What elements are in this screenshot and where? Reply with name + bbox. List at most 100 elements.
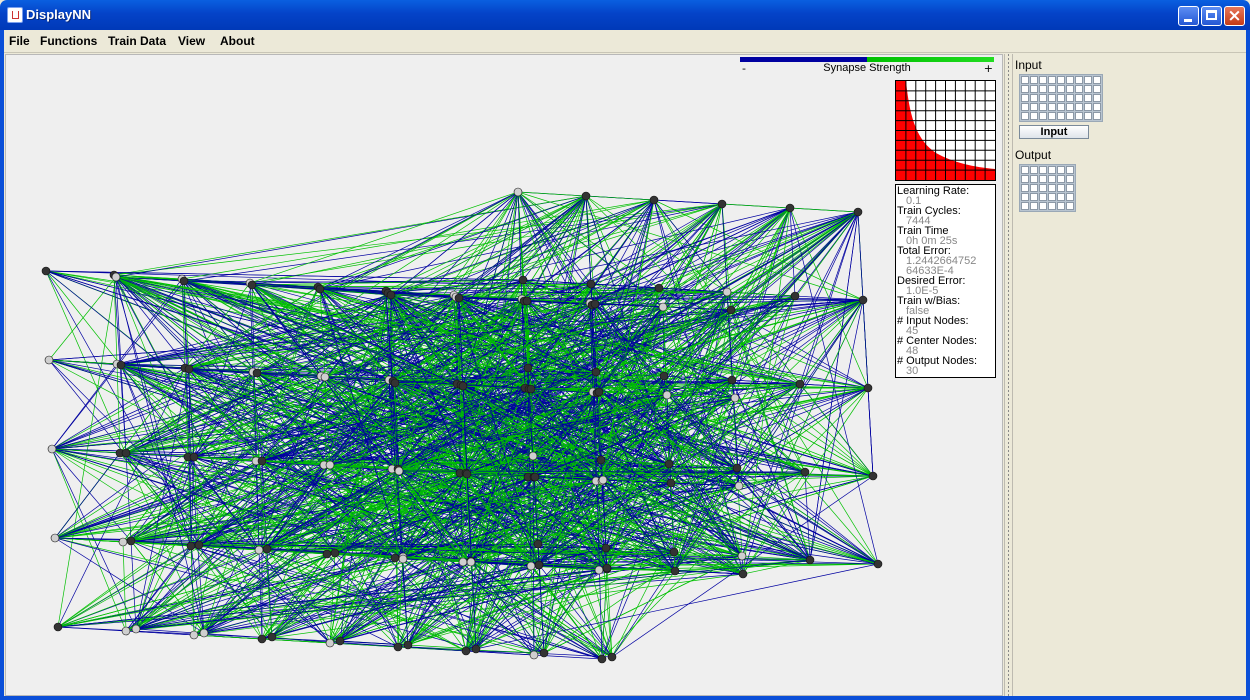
network-visualization[interactable] [6,55,1002,695]
grid-cell [1066,166,1074,174]
grid-cell[interactable] [1021,94,1029,102]
io-side-panel: Input Input Output [1014,54,1246,696]
grid-cell[interactable] [1093,103,1101,111]
grid-cell[interactable] [1093,112,1101,120]
input-pattern-grid[interactable] [1019,74,1103,122]
grid-cell[interactable] [1093,76,1101,84]
grid-cell[interactable] [1048,85,1056,93]
grid-cell [1066,202,1074,210]
stat-label: Train Cycles: [897,205,961,217]
grid-cell[interactable] [1075,112,1083,120]
grid-cell [1021,202,1029,210]
window-frame-left [0,30,4,700]
grid-cell[interactable] [1048,103,1056,111]
split-pane-divider[interactable] [1004,54,1013,696]
synapse-strength-legend: - Synapse Strength + [740,57,994,75]
grid-cell [1039,175,1047,183]
close-button[interactable]: × [1224,6,1245,26]
grid-cell[interactable] [1075,85,1083,93]
grid-cell[interactable] [1057,76,1065,84]
maximize-icon [1206,10,1217,20]
grid-cell [1021,175,1029,183]
grid-cell [1057,166,1065,174]
stat-label: # Input Nodes: [897,315,969,327]
window-frame-bottom [0,696,1250,700]
title-bar: DisplayNN × [0,0,1250,30]
grid-cell [1066,175,1074,183]
grid-cell[interactable] [1021,112,1029,120]
grid-cell[interactable] [1048,94,1056,102]
grid-cell[interactable] [1039,103,1047,111]
menu-train-data[interactable]: Train Data [108,34,167,48]
grid-cell [1030,166,1038,174]
close-icon: × [1227,6,1242,26]
grid-cell[interactable] [1057,103,1065,111]
grid-cell [1030,193,1038,201]
grid-cell [1057,175,1065,183]
java-cup-icon[interactable] [7,7,23,23]
grid-cell[interactable] [1039,76,1047,84]
grid-cell[interactable] [1093,94,1101,102]
menu-bar: File Functions Train Data View About [4,30,1246,53]
network-canvas[interactable]: - Synapse Strength + Learning Rate: 0.1 Tr… [5,54,1003,696]
grid-cell[interactable] [1066,94,1074,102]
grid-cell [1048,175,1056,183]
grid-cell [1057,184,1065,192]
grid-cell[interactable] [1057,112,1065,120]
stat-label: Learning Rate: [897,185,970,197]
grid-cell[interactable] [1039,112,1047,120]
menu-about[interactable]: About [220,34,255,48]
grid-cell[interactable] [1057,85,1065,93]
grid-cell[interactable] [1093,85,1101,93]
stat-label: # Center Nodes: [897,335,978,347]
grid-cell [1039,202,1047,210]
stat-value: 0.1 [906,195,922,207]
error-graph [895,80,996,181]
grid-cell[interactable] [1084,112,1092,120]
stat-label: Train Time [897,225,949,237]
error-curve [896,81,995,180]
minimize-button[interactable] [1178,6,1199,26]
legend-max-symbol: + [983,62,993,75]
grid-cell[interactable] [1084,76,1092,84]
menu-file[interactable]: File [9,34,30,48]
divider-grip[interactable] [1008,54,1009,696]
grid-cell[interactable] [1084,103,1092,111]
grid-cell[interactable] [1030,103,1038,111]
grid-cell [1057,193,1065,201]
grid-cell[interactable] [1084,85,1092,93]
stat-value: 1.0E-5 [906,285,939,297]
grid-cell[interactable] [1030,76,1038,84]
grid-cell[interactable] [1084,94,1092,102]
menu-functions[interactable]: Functions [40,34,98,48]
grid-cell[interactable] [1021,103,1029,111]
grid-cell[interactable] [1048,112,1056,120]
grid-cell[interactable] [1021,85,1029,93]
output-pattern-grid [1019,164,1076,212]
menu-view[interactable]: View [178,34,206,48]
grid-cell[interactable] [1075,103,1083,111]
grid-cell[interactable] [1066,103,1074,111]
grid-cell[interactable] [1075,76,1083,84]
grid-cell[interactable] [1057,94,1065,102]
synapse-color-scale [740,57,994,62]
stat-label: Desired Error: [897,275,966,287]
grid-cell [1066,193,1074,201]
grid-cell[interactable] [1021,76,1029,84]
grid-cell [1048,166,1056,174]
grid-cell[interactable] [1066,85,1074,93]
grid-cell[interactable] [1039,94,1047,102]
grid-cell[interactable] [1030,112,1038,120]
minimize-icon [1184,19,1192,22]
input-button[interactable]: Input [1019,125,1089,139]
grid-cell[interactable] [1066,76,1074,84]
grid-cell[interactable] [1039,85,1047,93]
maximize-button[interactable] [1201,6,1222,26]
grid-cell[interactable] [1066,112,1074,120]
grid-cell[interactable] [1030,94,1038,102]
error-curve-plot [896,81,995,180]
grid-cell[interactable] [1048,76,1056,84]
grid-cell[interactable] [1075,94,1083,102]
grid-cell [1021,166,1029,174]
grid-cell[interactable] [1030,85,1038,93]
